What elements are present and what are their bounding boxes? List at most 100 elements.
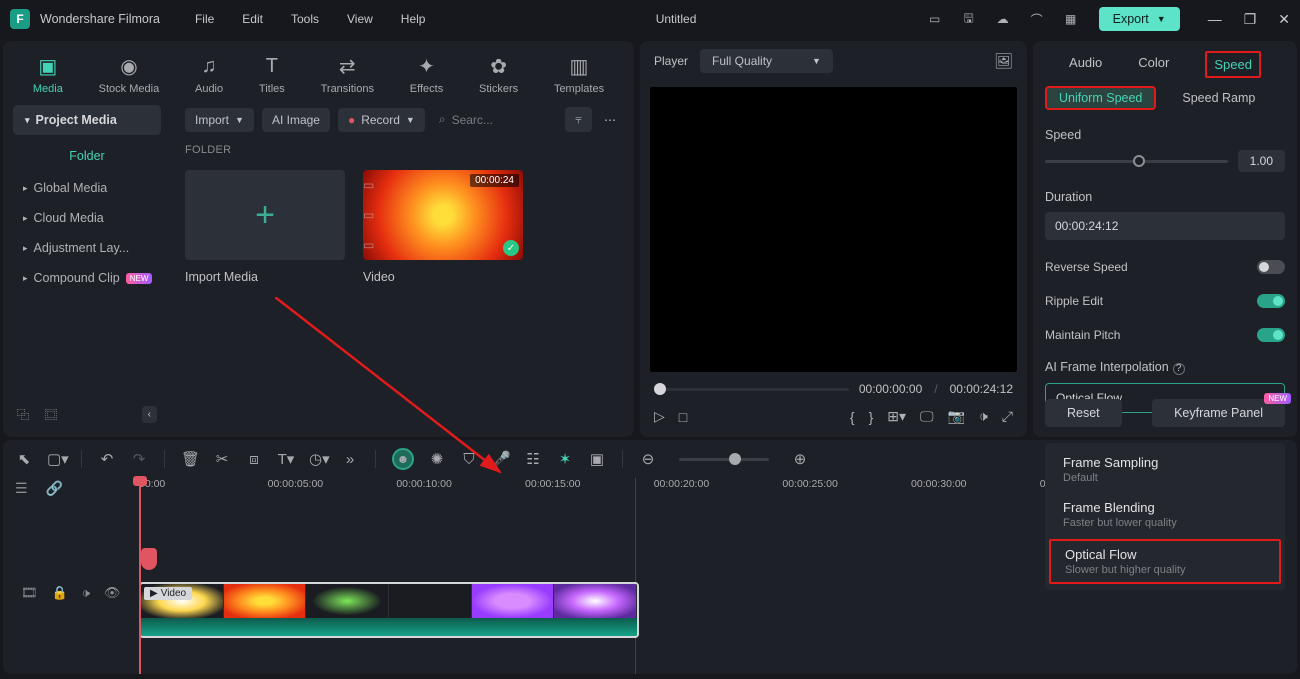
export-button[interactable]: Export ▼ bbox=[1099, 7, 1180, 31]
new-bin-icon[interactable]: ⿴ bbox=[45, 406, 57, 423]
timeline-nest-icon[interactable]: ☰ bbox=[15, 480, 28, 497]
zoom-out-icon[interactable]: ⊖ bbox=[639, 450, 657, 468]
redo-icon[interactable]: ↷ bbox=[130, 450, 148, 468]
camera-icon[interactable]: 📷 bbox=[948, 408, 965, 425]
sidebar-global-media[interactable]: ▸Global Media bbox=[13, 173, 161, 203]
ai-avatar-icon[interactable]: ☻ bbox=[392, 448, 414, 470]
ribbon-stock-media[interactable]: ◉Stock Media bbox=[93, 49, 166, 99]
ai-tool-icon[interactable]: ✶ bbox=[556, 450, 574, 468]
collapse-sidebar-button[interactable]: ‹ bbox=[142, 406, 157, 423]
ripple-edit-toggle[interactable] bbox=[1257, 294, 1285, 308]
pointer-tool-icon[interactable]: ⬉ bbox=[15, 450, 33, 468]
menu-file[interactable]: File bbox=[195, 12, 214, 26]
maintain-pitch-toggle[interactable] bbox=[1257, 328, 1285, 342]
mark-out-icon[interactable]: } bbox=[869, 409, 874, 425]
apps-icon[interactable]: ▦ bbox=[1063, 11, 1079, 27]
track-lock-icon[interactable]: 🔒 bbox=[52, 585, 68, 601]
zoom-slider[interactable] bbox=[679, 458, 769, 461]
player-viewport[interactable] bbox=[650, 87, 1017, 372]
tab-speed[interactable]: Speed bbox=[1205, 51, 1261, 78]
headset-icon[interactable]: ⌒ bbox=[1029, 11, 1045, 27]
new-folder-icon[interactable]: ⿻ bbox=[17, 406, 29, 423]
stock-icon: ◉ bbox=[120, 53, 137, 79]
minimize-button[interactable]: — bbox=[1208, 11, 1222, 28]
more-icon[interactable]: ⋯ bbox=[600, 109, 620, 131]
close-button[interactable]: ✕ bbox=[1278, 11, 1290, 28]
sidebar-compound-clip[interactable]: ▸Compound ClipNEW bbox=[13, 263, 161, 293]
project-media-header[interactable]: ▾Project Media bbox=[13, 105, 161, 135]
track-visible-icon[interactable]: 👁 bbox=[104, 585, 121, 601]
mic-icon[interactable]: 🎤 bbox=[492, 450, 510, 468]
ribbon-templates[interactable]: ▥Templates bbox=[548, 49, 610, 99]
select-tool-icon[interactable]: ▢▾ bbox=[47, 450, 65, 468]
sidebar-cloud-media[interactable]: ▸Cloud Media bbox=[13, 203, 161, 233]
filter-icon[interactable]: ⫧ bbox=[565, 107, 592, 132]
media-clip[interactable]: ▭▭▭ 00:00:24 ✓ Video bbox=[363, 170, 523, 284]
maximize-button[interactable]: ❐ bbox=[1244, 11, 1257, 28]
dropdown-frame-blending[interactable]: Frame Blending Faster but lower quality bbox=[1045, 492, 1285, 537]
total-time: 00:00:24:12 bbox=[950, 382, 1013, 396]
subtab-uniform-speed[interactable]: Uniform Speed bbox=[1045, 86, 1156, 110]
caption-icon[interactable]: ☷ bbox=[524, 450, 542, 468]
shield-icon[interactable]: ⛉ bbox=[460, 451, 478, 468]
menu-edit[interactable]: Edit bbox=[242, 12, 263, 26]
ai-image-button[interactable]: AI Image bbox=[262, 108, 330, 132]
ribbon-stickers[interactable]: ✿Stickers bbox=[473, 49, 524, 99]
timeline-clip[interactable]: ▶Video bbox=[139, 582, 639, 638]
ribbon-audio[interactable]: ♫Audio bbox=[189, 49, 229, 99]
fullscreen-icon[interactable]: ⤢ bbox=[1002, 408, 1013, 425]
marker-icon[interactable]: ▣ bbox=[588, 450, 606, 468]
delete-icon[interactable]: 🗑 bbox=[181, 450, 199, 468]
range-handle[interactable] bbox=[141, 548, 157, 570]
help-icon[interactable]: ? bbox=[1173, 363, 1185, 375]
reset-button[interactable]: Reset bbox=[1045, 399, 1122, 427]
menu-view[interactable]: View bbox=[347, 12, 373, 26]
ribbon-transitions[interactable]: ⇄Transitions bbox=[315, 49, 380, 99]
record-button[interactable]: ●Record▼ bbox=[338, 108, 425, 132]
menu-tools[interactable]: Tools bbox=[291, 12, 319, 26]
undo-icon[interactable]: ↶ bbox=[98, 450, 116, 468]
playhead[interactable] bbox=[139, 478, 141, 674]
ribbon-titles[interactable]: TTitles bbox=[253, 49, 291, 99]
dropdown-optical-flow[interactable]: Optical Flow Slower but higher quality bbox=[1049, 539, 1281, 584]
subtab-speed-ramp[interactable]: Speed Ramp bbox=[1168, 86, 1269, 110]
ribbon-media[interactable]: ▣Media bbox=[27, 49, 69, 99]
import-button[interactable]: Import▼ bbox=[185, 108, 254, 132]
speed-tool-icon[interactable]: ◷▾ bbox=[309, 450, 327, 468]
stop-button[interactable]: □ bbox=[679, 409, 687, 425]
speed-value[interactable]: 1.00 bbox=[1238, 150, 1285, 172]
mark-in-icon[interactable]: { bbox=[850, 409, 855, 425]
text-tool-icon[interactable]: T▾ bbox=[277, 450, 295, 468]
split-icon[interactable]: ✂ bbox=[213, 450, 231, 468]
tab-color[interactable]: Color bbox=[1138, 55, 1169, 78]
ribbon-effects[interactable]: ✦Effects bbox=[404, 49, 449, 99]
track-video-icon[interactable]: 🎞 bbox=[21, 585, 38, 601]
zoom-in-icon[interactable]: ⊕ bbox=[791, 450, 809, 468]
speed-slider[interactable] bbox=[1045, 160, 1228, 163]
reverse-speed-toggle[interactable] bbox=[1257, 260, 1285, 274]
folder-label[interactable]: Folder bbox=[13, 141, 161, 173]
ratio-icon[interactable]: ⊞▾ bbox=[887, 408, 906, 425]
sidebar-adjustment-layer[interactable]: ▸Adjustment Lay... bbox=[13, 233, 161, 263]
volume-icon[interactable]: 🕩 bbox=[979, 408, 988, 425]
play-button[interactable]: ▷ bbox=[654, 408, 665, 425]
device-icon[interactable]: ▭ bbox=[927, 11, 943, 27]
snapshot-icon[interactable]: 🖼 bbox=[994, 52, 1013, 70]
timeline-link-icon[interactable]: 🔗 bbox=[46, 480, 63, 497]
search-input[interactable]: ⌕Searc... bbox=[433, 112, 557, 127]
menu-help[interactable]: Help bbox=[401, 12, 426, 26]
duration-input[interactable]: 00:00:24:12 bbox=[1045, 212, 1285, 240]
crop-icon[interactable]: ⧈ bbox=[245, 451, 263, 468]
scrub-slider[interactable] bbox=[654, 388, 849, 391]
import-media-tile[interactable]: + Import Media bbox=[185, 170, 345, 284]
dropdown-frame-sampling[interactable]: Frame Sampling Default bbox=[1045, 447, 1285, 492]
tab-audio[interactable]: Audio bbox=[1069, 55, 1102, 78]
keyframe-panel-button[interactable]: Keyframe Panel NEW bbox=[1152, 399, 1285, 427]
color-wheel-icon[interactable]: ✺ bbox=[428, 450, 446, 468]
cloud-icon[interactable]: ☁ bbox=[995, 11, 1011, 27]
quality-select[interactable]: Full Quality▼ bbox=[700, 49, 833, 73]
save-icon[interactable]: 🖫 bbox=[961, 11, 977, 27]
track-mute-icon[interactable]: 🕩 bbox=[82, 585, 90, 601]
more-tools-icon[interactable]: » bbox=[341, 451, 359, 468]
display-icon[interactable]: 🖵 bbox=[920, 408, 934, 425]
